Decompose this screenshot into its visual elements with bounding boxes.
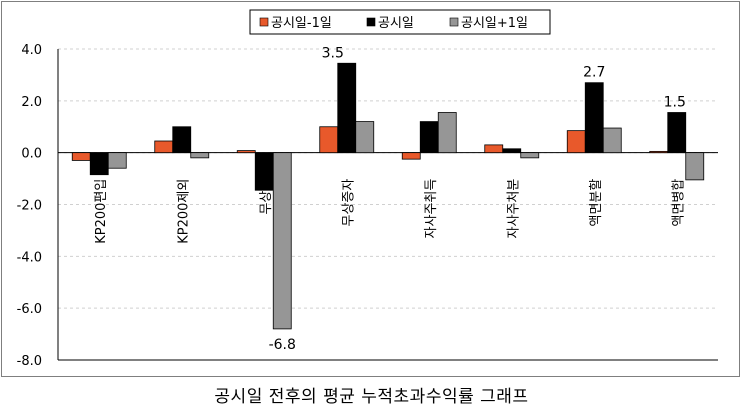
- bar-2-1: [89, 152, 109, 176]
- legend-swatch: [449, 17, 459, 27]
- y-tick-label: 4.0: [21, 43, 42, 58]
- bar-2-7: [584, 82, 604, 154]
- bar-1-7: [566, 130, 586, 154]
- y-tick-label: -2.0: [17, 199, 42, 214]
- x-category-label: 액면병합: [672, 179, 687, 227]
- bar-3-4: [355, 121, 375, 154]
- legend-label: 공시일+1일: [461, 16, 528, 31]
- data-label: -6.8: [269, 337, 296, 353]
- legend-box: [249, 9, 551, 35]
- x-category-label: 무상증자: [342, 179, 357, 227]
- bar-3-8: [685, 152, 705, 181]
- data-label: 3.5: [322, 45, 344, 61]
- y-tick-label: 0.0: [21, 147, 42, 162]
- bar-1-6: [484, 144, 504, 154]
- x-category-label: 무상감: [259, 179, 274, 215]
- y-tick-label: -8.0: [17, 354, 42, 369]
- bar-1-1: [71, 152, 91, 161]
- legend-label: 공시일: [378, 16, 414, 31]
- bar-1-4: [319, 126, 339, 154]
- bar-3-3: [272, 152, 292, 330]
- bar-chart: 4.0 2.0 0.0 -2.0 -4.0 -6.0 -8.0 KP200편입 KP200제외 무…: [17, 9, 718, 369]
- x-category-label: KP200편입: [94, 179, 109, 244]
- data-label: 2.7: [583, 65, 605, 81]
- bar-3-1: [107, 152, 127, 169]
- bar-2-4: [337, 62, 357, 154]
- chart-frame: [1, 1, 740, 377]
- x-category-label: 자사주처분: [507, 179, 522, 239]
- legend-swatch: [259, 17, 269, 27]
- bar-2-8: [667, 112, 687, 154]
- y-tick-label: -6.0: [17, 302, 42, 317]
- chart-caption: 공시일 전후의 평균 누적초과수익률 그래프: [214, 387, 529, 407]
- x-category-label: 액면분할: [589, 179, 604, 227]
- bar-1-5: [401, 152, 421, 160]
- bar-2-6: [502, 148, 522, 154]
- legend-label: 공시일-1일: [271, 16, 332, 31]
- bar-1-3: [236, 150, 256, 154]
- bar-1-2: [154, 140, 174, 154]
- bar-1-8: [649, 150, 669, 154]
- x-category-label: KP200제외: [177, 179, 192, 244]
- legend-swatch: [366, 17, 376, 27]
- data-label: 1.5: [664, 94, 686, 110]
- bar-2-5: [419, 121, 439, 154]
- y-tick-label: 2.0: [21, 95, 42, 110]
- x-category-label: 자사주취득: [424, 179, 439, 239]
- bar-2-2: [172, 126, 192, 154]
- bar-3-6: [520, 152, 540, 159]
- bar-3-5: [437, 112, 457, 154]
- y-tick-label: -4.0: [17, 250, 42, 265]
- bar-3-7: [602, 127, 622, 154]
- bar-3-2: [190, 152, 210, 159]
